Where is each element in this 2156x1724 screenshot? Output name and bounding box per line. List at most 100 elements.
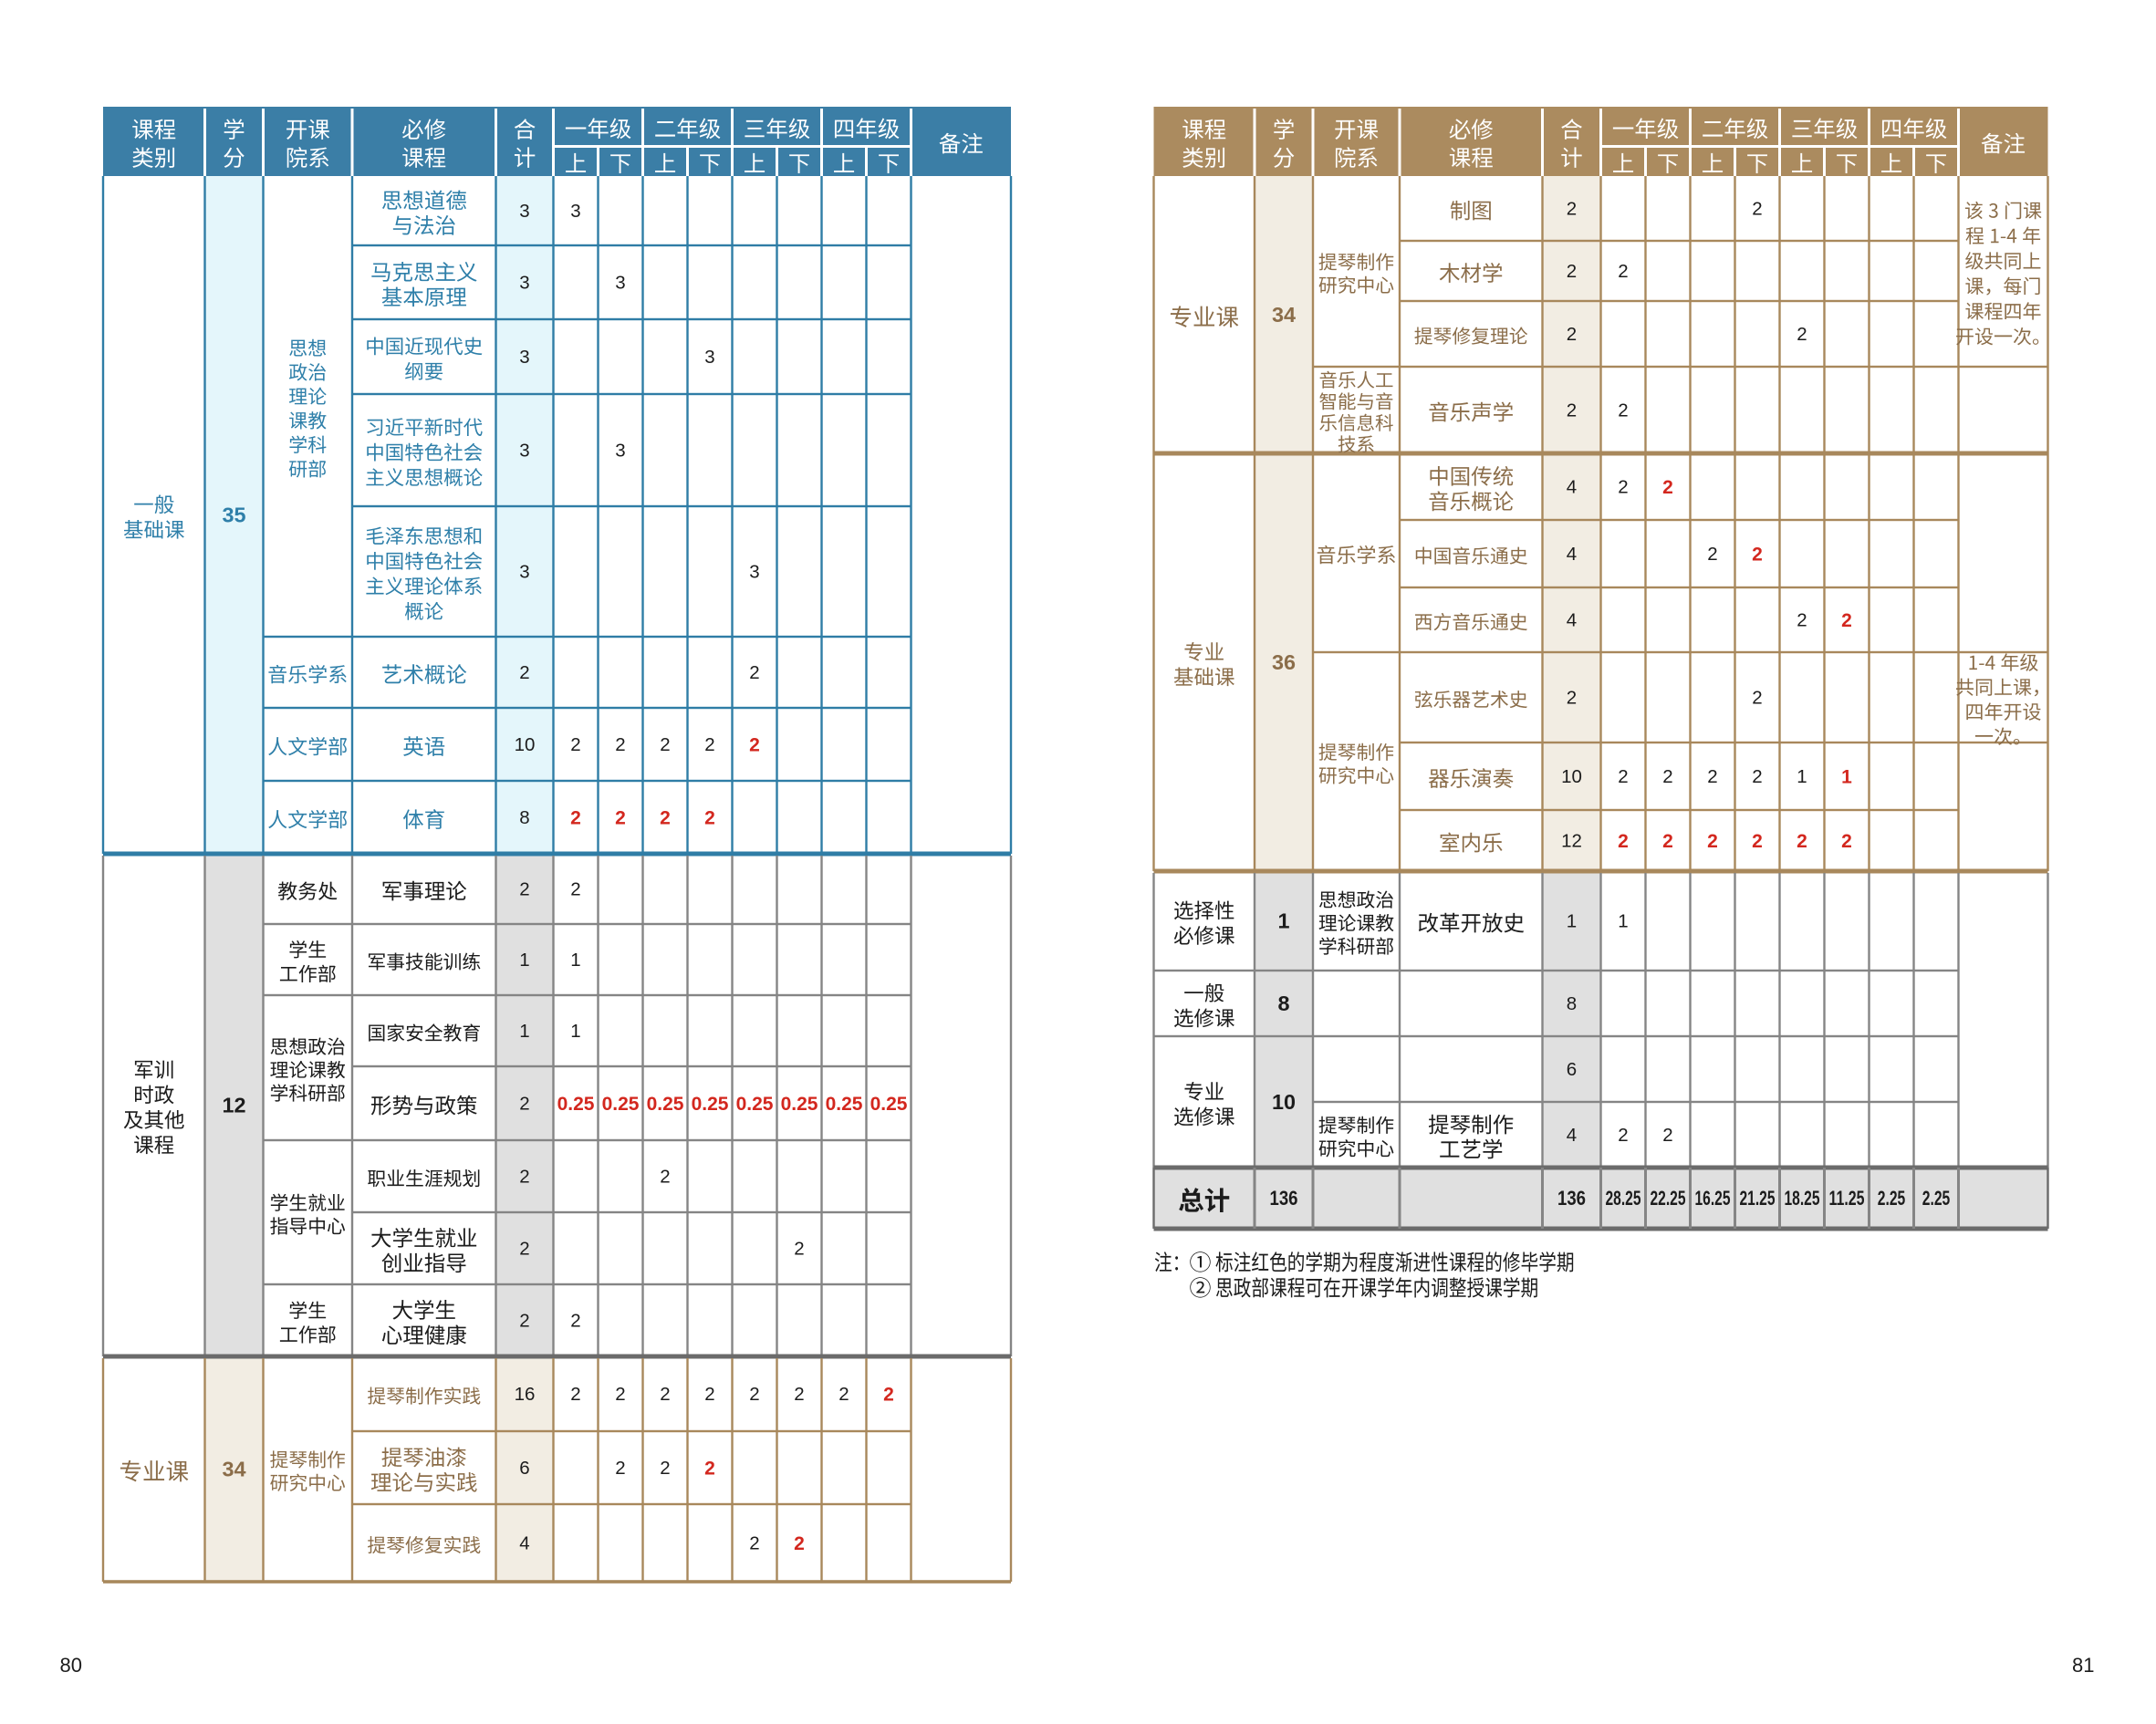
svg-text:2: 2 <box>660 734 670 755</box>
svg-text:2: 2 <box>519 1239 529 1260</box>
svg-text:8: 8 <box>1277 992 1289 1015</box>
svg-text:2: 2 <box>704 734 714 755</box>
svg-text:2: 2 <box>660 807 671 828</box>
svg-text:4: 4 <box>1567 1125 1577 1146</box>
svg-text:3: 3 <box>519 441 529 462</box>
svg-text:3: 3 <box>519 273 529 294</box>
svg-text:2: 2 <box>1567 199 1577 220</box>
svg-text:0.25: 0.25 <box>870 1094 908 1115</box>
svg-text:1: 1 <box>1841 766 1852 787</box>
svg-text:3: 3 <box>519 562 529 583</box>
svg-text:2: 2 <box>519 1167 529 1188</box>
svg-text:16: 16 <box>515 1384 536 1405</box>
svg-text:2: 2 <box>660 1384 670 1405</box>
svg-text:6: 6 <box>1567 1059 1577 1080</box>
svg-text:3: 3 <box>704 347 714 368</box>
svg-text:0.25: 0.25 <box>736 1094 774 1115</box>
svg-text:3: 3 <box>615 441 625 462</box>
svg-text:2: 2 <box>1707 766 1717 787</box>
svg-text:2: 2 <box>1567 688 1577 709</box>
svg-text:2: 2 <box>749 1384 759 1405</box>
svg-text:2: 2 <box>1618 1125 1628 1146</box>
svg-text:34: 34 <box>222 1458 245 1481</box>
svg-text:2: 2 <box>1752 544 1763 565</box>
svg-text:8: 8 <box>1567 993 1577 1014</box>
svg-text:2: 2 <box>615 1384 625 1405</box>
svg-text:0.25: 0.25 <box>692 1094 729 1115</box>
svg-text:3: 3 <box>519 347 529 368</box>
svg-text:2: 2 <box>1618 831 1629 852</box>
svg-text:2: 2 <box>519 1311 529 1332</box>
svg-text:2: 2 <box>1567 261 1577 282</box>
svg-text:2: 2 <box>704 1384 714 1405</box>
svg-text:4: 4 <box>1567 544 1577 565</box>
svg-text:2: 2 <box>1662 831 1673 852</box>
svg-text:0.25: 0.25 <box>781 1094 818 1115</box>
svg-text:2: 2 <box>794 1533 805 1554</box>
svg-text:3: 3 <box>519 201 529 222</box>
svg-text:2: 2 <box>1618 261 1628 282</box>
svg-text:8: 8 <box>519 807 529 828</box>
svg-text:16.25: 16.25 <box>1695 1187 1731 1210</box>
svg-text:2: 2 <box>660 1458 670 1479</box>
svg-text:3: 3 <box>615 273 625 294</box>
svg-text:3: 3 <box>570 201 580 222</box>
svg-text:1: 1 <box>519 950 529 971</box>
svg-text:136: 136 <box>1270 1187 1298 1210</box>
svg-text:10: 10 <box>1272 1090 1296 1114</box>
svg-text:2: 2 <box>570 879 580 900</box>
svg-text:2: 2 <box>570 1311 580 1332</box>
svg-text:2: 2 <box>570 734 580 755</box>
svg-text:2: 2 <box>794 1239 804 1260</box>
svg-text:21.25: 21.25 <box>1740 1187 1776 1210</box>
svg-text:2: 2 <box>1662 477 1673 498</box>
svg-text:2: 2 <box>1752 831 1763 852</box>
svg-text:2: 2 <box>519 879 529 900</box>
svg-text:2: 2 <box>570 1384 580 1405</box>
svg-text:2: 2 <box>1797 831 1807 852</box>
svg-text:2: 2 <box>1752 688 1762 709</box>
svg-text:2: 2 <box>1797 324 1807 345</box>
svg-text:81: 81 <box>2072 1654 2094 1677</box>
svg-text:2: 2 <box>1567 324 1577 345</box>
svg-text:2: 2 <box>704 807 715 828</box>
svg-text:2: 2 <box>749 1533 759 1554</box>
svg-text:1: 1 <box>1618 911 1628 932</box>
svg-text:2: 2 <box>519 662 529 683</box>
svg-text:0.25: 0.25 <box>602 1094 640 1115</box>
svg-text:2: 2 <box>1662 766 1672 787</box>
svg-text:4: 4 <box>519 1533 529 1554</box>
svg-text:2: 2 <box>1618 400 1628 421</box>
svg-text:28.25: 28.25 <box>1606 1187 1641 1210</box>
svg-text:22.25: 22.25 <box>1651 1187 1686 1210</box>
svg-text:2: 2 <box>1752 766 1762 787</box>
svg-text:2: 2 <box>615 734 625 755</box>
svg-text:2: 2 <box>1752 199 1762 220</box>
svg-text:11.25: 11.25 <box>1829 1187 1865 1210</box>
svg-text:10: 10 <box>515 734 536 755</box>
svg-text:0.25: 0.25 <box>826 1094 863 1115</box>
svg-text:2.25: 2.25 <box>1922 1187 1951 1210</box>
svg-text:4: 4 <box>1567 610 1577 631</box>
svg-text:2: 2 <box>570 807 581 828</box>
svg-text:80: 80 <box>60 1654 82 1677</box>
svg-text:1: 1 <box>570 950 580 971</box>
svg-text:2: 2 <box>704 1458 715 1479</box>
svg-text:2: 2 <box>1618 766 1628 787</box>
svg-text:35: 35 <box>222 504 245 527</box>
svg-text:2: 2 <box>838 1384 849 1405</box>
svg-text:18.25: 18.25 <box>1785 1187 1820 1210</box>
svg-text:34: 34 <box>1272 303 1296 327</box>
svg-text:12: 12 <box>1561 831 1582 852</box>
svg-text:0.25: 0.25 <box>647 1094 684 1115</box>
svg-text:12: 12 <box>222 1094 245 1117</box>
svg-text:2: 2 <box>519 1094 529 1115</box>
svg-text:2: 2 <box>1797 610 1807 631</box>
svg-text:1: 1 <box>1567 911 1577 932</box>
svg-text:1: 1 <box>570 1021 580 1042</box>
svg-text:2: 2 <box>1841 610 1852 631</box>
svg-text:2: 2 <box>1841 831 1852 852</box>
svg-text:3: 3 <box>749 562 759 583</box>
svg-text:2: 2 <box>1567 400 1577 421</box>
svg-text:2: 2 <box>1662 1125 1672 1146</box>
